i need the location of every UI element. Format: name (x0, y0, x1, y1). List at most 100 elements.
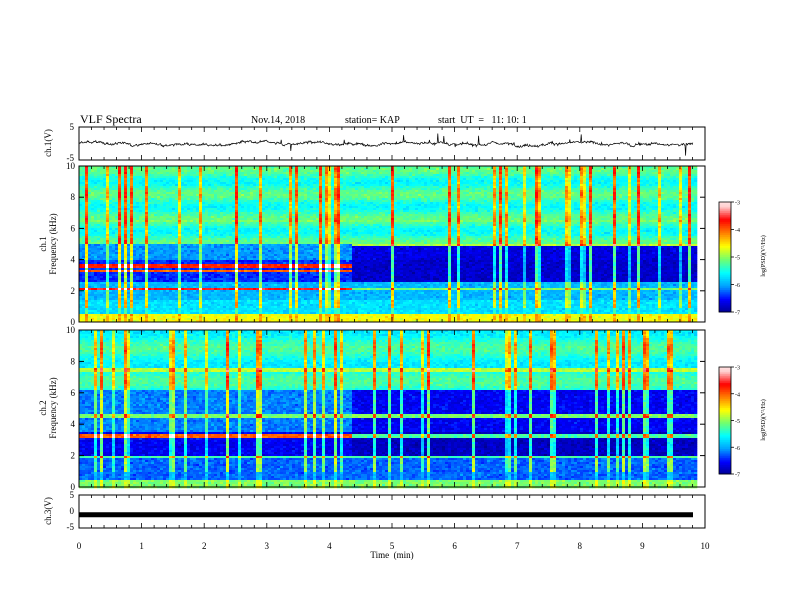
spectrogram-cell (310, 174, 313, 176)
spectrogram-cell (550, 170, 553, 172)
spectrogram-cell (250, 172, 253, 174)
spectrogram-cell (181, 174, 184, 176)
spectrogram-cell (283, 180, 286, 182)
spectrogram-cell (571, 174, 574, 176)
spectrogram-cell (328, 172, 331, 174)
spectrogram-cell (163, 178, 166, 180)
spectrogram-cell (565, 168, 568, 170)
spectrogram-cell (484, 168, 487, 170)
spectrogram-cell (493, 168, 496, 170)
spectrogram-cell (529, 170, 532, 172)
spectrogram-cell (214, 170, 217, 172)
spectrogram-cell (310, 168, 313, 170)
spectrogram-cell (637, 174, 640, 176)
spectrogram-cell (229, 174, 232, 176)
spectrogram-cell (193, 172, 196, 174)
spectrogram-cell (241, 176, 244, 178)
spectrogram-cell (634, 172, 637, 174)
spectrogram-cell (346, 176, 349, 178)
spectrogram-cell (688, 176, 691, 178)
spectrogram-cell (322, 178, 325, 180)
spectrogram-cell (118, 168, 121, 170)
spectrogram-cell (583, 180, 586, 182)
spectrogram-cell (535, 168, 538, 170)
spectrogram-cell (406, 178, 409, 180)
spectrogram-cell (568, 178, 571, 180)
spectrogram-cell (547, 170, 550, 172)
spectrogram-cell (673, 178, 676, 180)
spectrogram-cell (100, 182, 103, 184)
spectrogram-cell (208, 170, 211, 172)
spectrogram-cell (646, 180, 649, 182)
spectrogram-cell (625, 170, 628, 172)
spectrogram-cell (223, 172, 226, 174)
spectrogram-cell (475, 178, 478, 180)
spectrogram-cell (544, 180, 547, 182)
spectrogram-cell (430, 176, 433, 178)
spectrogram-cell (175, 172, 178, 174)
spectrogram-cell (511, 180, 514, 182)
spectrogram-cell (103, 182, 106, 184)
spectrogram-cell (367, 180, 370, 182)
spectrogram-cell (547, 168, 550, 170)
spectrogram-cell (310, 170, 313, 172)
spectrogram-cell (601, 178, 604, 180)
spectrogram-cell (196, 180, 199, 182)
spectrogram-cell (376, 170, 379, 172)
spectrogram-cell (340, 172, 343, 174)
spectrogram-cell (685, 170, 688, 172)
spectrogram-cell (247, 172, 250, 174)
spectrogram-cell (391, 180, 394, 182)
spectrogram-cell (85, 172, 88, 174)
spectrogram-cell (160, 170, 163, 172)
spectrogram-cell (244, 176, 247, 178)
spectrogram-cell (262, 180, 265, 182)
spectrogram-cell (430, 178, 433, 180)
spectrogram-cell (412, 168, 415, 170)
spectrogram-cell (646, 176, 649, 178)
spectrogram-cell (226, 174, 229, 176)
spectrogram-cell (583, 178, 586, 180)
spectrogram-cell (493, 176, 496, 178)
spectrogram-cell (304, 178, 307, 180)
spectrogram-cell (322, 176, 325, 178)
spectrogram-cell (625, 172, 628, 174)
spectrogram-cell (622, 168, 625, 170)
spectrogram-cell (397, 172, 400, 174)
spectrogram-cell (97, 176, 100, 178)
spectrogram-cell (508, 168, 511, 170)
spectrogram-cell (661, 172, 664, 174)
spectrogram-cell (235, 168, 238, 170)
spectrogram-cell (436, 168, 439, 170)
spectrogram-cell (112, 172, 115, 174)
spectrogram-cell (433, 174, 436, 176)
spectrogram-cell (445, 176, 448, 178)
spectrogram-cell (547, 178, 550, 180)
spectrogram-cell (178, 180, 181, 182)
spectrogram-cell (556, 170, 559, 172)
spectrogram-cell (172, 170, 175, 172)
spectrogram-cell (484, 176, 487, 178)
spectrogram-cell (454, 178, 457, 180)
spectrogram-cell (160, 176, 163, 178)
spectrogram-cell (319, 172, 322, 174)
spectrogram-cell (376, 180, 379, 182)
spectrogram-cell (304, 170, 307, 172)
spectrogram-cell (403, 170, 406, 172)
ch1-spectrogram-heatmap (79, 166, 697, 322)
spectrogram-cell (667, 176, 670, 178)
spectrogram-cell (451, 170, 454, 172)
spectrogram-cell (148, 170, 151, 172)
spectrogram-cell (667, 174, 670, 176)
spectrogram-cell (583, 170, 586, 172)
spectrogram-cell (100, 168, 103, 170)
spectrogram-cell (367, 168, 370, 170)
spectrogram-cell (316, 170, 319, 172)
spectrogram-cell (247, 170, 250, 172)
spectrogram-cell (325, 168, 328, 170)
spectrogram-cell (97, 178, 100, 180)
spectrogram-cell (157, 178, 160, 180)
spectrogram-cell (82, 180, 85, 182)
spectrogram-cell (304, 176, 307, 178)
spectrogram-cell (319, 178, 322, 180)
